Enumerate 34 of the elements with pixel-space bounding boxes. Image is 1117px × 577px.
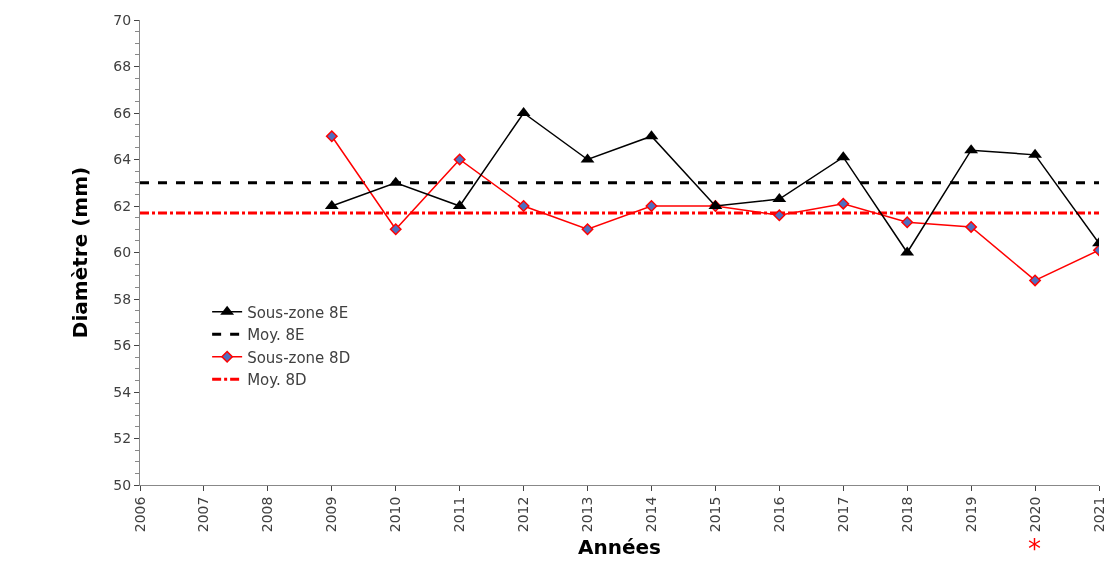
x-tick-label: 2012 (515, 496, 532, 533)
y-tick-label: 64 (113, 151, 132, 168)
y-tick-label: 62 (113, 197, 132, 214)
y-tick-label: 56 (113, 337, 132, 354)
legend-label: Sous-zone 8E (247, 303, 349, 322)
x-tick-label: 2014 (643, 496, 660, 533)
x-tick-label: 2017 (834, 496, 851, 533)
x-axis-title: Années (578, 534, 661, 559)
x-tick-label: 2015 (706, 496, 723, 533)
y-tick-label: 52 (113, 430, 132, 447)
text: * (1028, 534, 1041, 564)
legend-label: Sous-zone 8D (247, 348, 351, 367)
x-tick-label: 2007 (195, 496, 212, 533)
legend-label: Moy. 8E (247, 326, 305, 345)
x-tick-label: 2009 (323, 496, 340, 533)
legend-label: Moy. 8D (247, 371, 307, 390)
x-tick-label: 2006 (131, 496, 148, 533)
y-tick-label: 66 (113, 104, 132, 121)
x-tick-label: 2008 (259, 496, 276, 533)
x-tick-label: 2010 (387, 496, 404, 533)
y-tick-label: 58 (113, 290, 132, 307)
x-tick-label: 2021 (1090, 496, 1107, 533)
x-tick-label: 2013 (579, 496, 596, 533)
y-tick-label: 54 (113, 383, 132, 400)
x-tick-label: 2019 (962, 496, 979, 533)
x-tick-label: 2018 (898, 496, 915, 533)
x-tick-label: 2011 (451, 496, 468, 533)
y-tick-label: 60 (113, 244, 132, 261)
y-tick-label: 50 (113, 476, 132, 493)
x-tick-label: 2016 (770, 496, 787, 533)
y-axis-title: Diamètre (mm) (67, 166, 92, 339)
y-tick-label: 70 (113, 11, 132, 28)
x-tick-label: 2020 (1026, 496, 1043, 533)
y-tick-label: 68 (113, 58, 132, 75)
